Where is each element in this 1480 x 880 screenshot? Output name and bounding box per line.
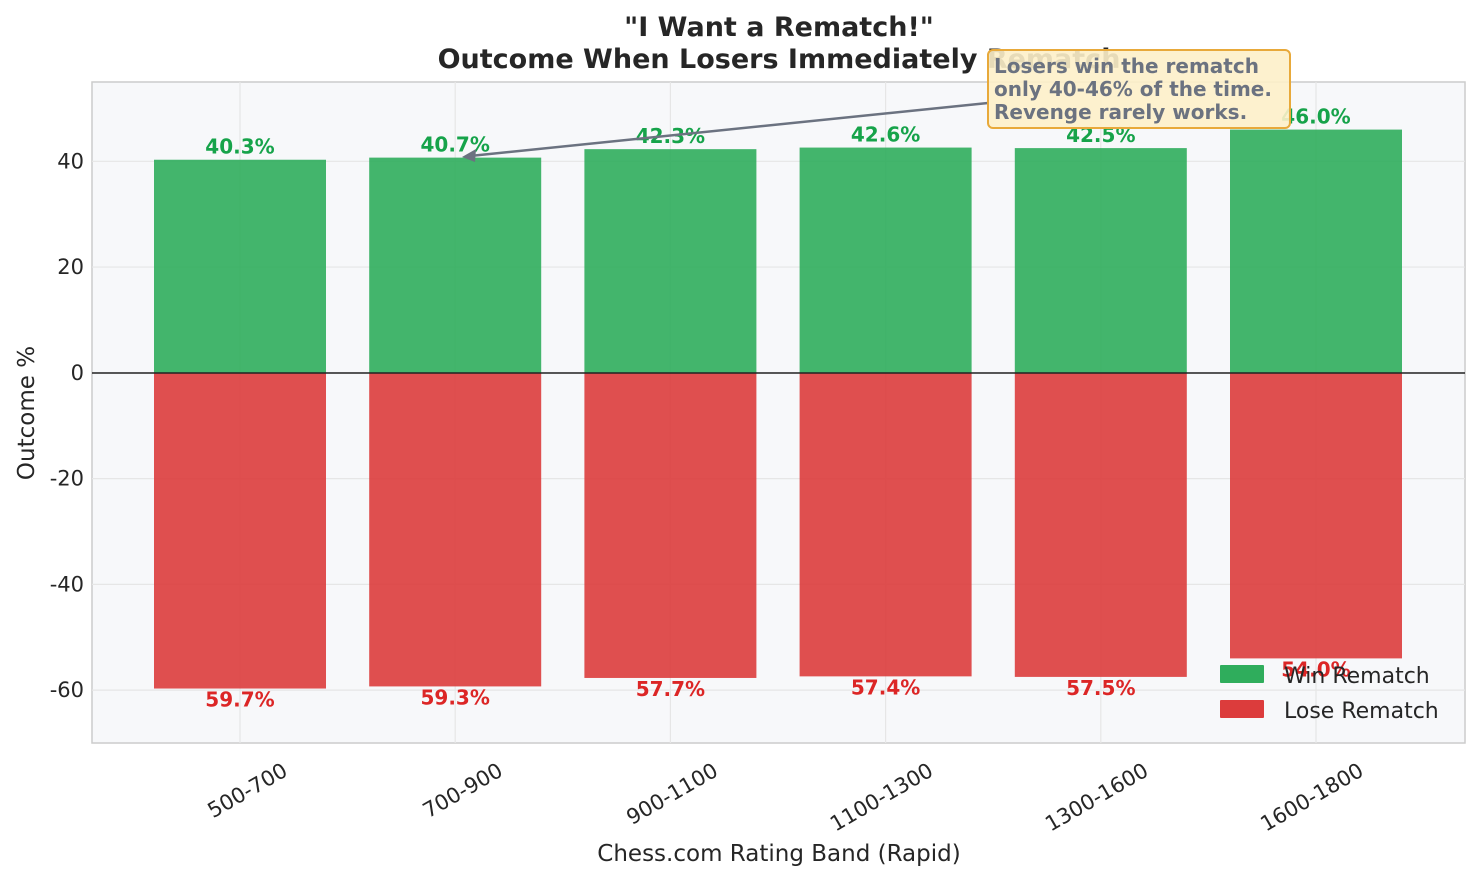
bar-win-rematch — [369, 157, 542, 373]
x-tick-label: 900-1100 — [622, 758, 722, 829]
bar-win-rematch — [1230, 129, 1402, 373]
legend-label-win: Win Rematch — [1284, 664, 1430, 689]
bar-win-rematch — [154, 159, 326, 373]
bar-lose-rematch — [1014, 372, 1187, 677]
data-label-win: 46.0% — [1281, 105, 1350, 129]
y-tick-label: -40 — [50, 572, 84, 596]
data-label-lose: 57.7% — [636, 677, 705, 701]
x-tick-label: 1300-1600 — [1041, 758, 1152, 836]
y-tick-label: 0 — [71, 361, 84, 385]
annotation-line-2: only 40-46% of the time. — [994, 77, 1272, 101]
annotation-box — [987, 49, 1291, 129]
x-tick-label: 1100-1300 — [826, 758, 937, 836]
bar-lose-rematch — [584, 372, 757, 678]
data-label-win: 40.7% — [421, 133, 490, 157]
bar-lose-rematch — [799, 372, 972, 677]
y-axis-label: Outcome % — [14, 346, 40, 480]
x-axis-label: Chess.com Rating Band (Rapid) — [597, 841, 960, 867]
x-tick-label: 1600-1800 — [1256, 758, 1367, 836]
legend-swatch-win — [1220, 665, 1264, 683]
data-label-lose: 57.5% — [1066, 676, 1135, 700]
data-label-lose: 59.7% — [205, 688, 274, 712]
annotation-line-3: Revenge rarely works. — [994, 100, 1247, 124]
annotation-arrowhead — [462, 149, 476, 162]
bar-lose-rematch — [154, 372, 326, 689]
annotation: Losers win the rematch only 40-46% of th… — [462, 49, 1291, 162]
value-labels: 40.3%40.7%42.3%42.6%42.5%46.0%59.7%59.3%… — [205, 105, 1350, 712]
y-tick-label: -20 — [50, 467, 84, 491]
annotation-line-1: Losers win the rematch — [994, 54, 1259, 78]
legend-label-lose: Lose Rematch — [1284, 699, 1439, 724]
bars — [154, 129, 1402, 689]
y-ticks: -60 -40 -20 0 20 40 — [50, 149, 84, 702]
x-ticks: 500-700 700-900 900-1100 1100-1300 1300-1600… — [204, 758, 1368, 836]
data-label-win: 40.3% — [205, 135, 274, 159]
x-tick-label: 700-900 — [419, 758, 507, 823]
data-label-win: 42.6% — [851, 123, 920, 147]
x-tick-label: 500-700 — [204, 758, 292, 823]
data-label-lose: 57.4% — [851, 675, 920, 699]
bar-lose-rematch — [369, 372, 542, 687]
bar-win-rematch — [1014, 148, 1187, 373]
bar-win-rematch — [799, 147, 972, 373]
annotation-arrow — [469, 101, 989, 158]
bar-win-rematch — [584, 149, 757, 373]
y-tick-label: -60 — [50, 678, 84, 702]
chart-title: "I Want a Rematch!" — [624, 12, 934, 43]
data-label-lose: 54.0% — [1281, 657, 1350, 681]
bar-lose-rematch — [1230, 372, 1402, 659]
data-label-lose: 59.3% — [421, 685, 490, 709]
legend: Win Rematch Lose Rematch — [1220, 664, 1439, 724]
y-tick-label: 20 — [57, 255, 84, 279]
legend-swatch-lose — [1220, 700, 1264, 718]
y-tick-label: 40 — [57, 149, 84, 173]
